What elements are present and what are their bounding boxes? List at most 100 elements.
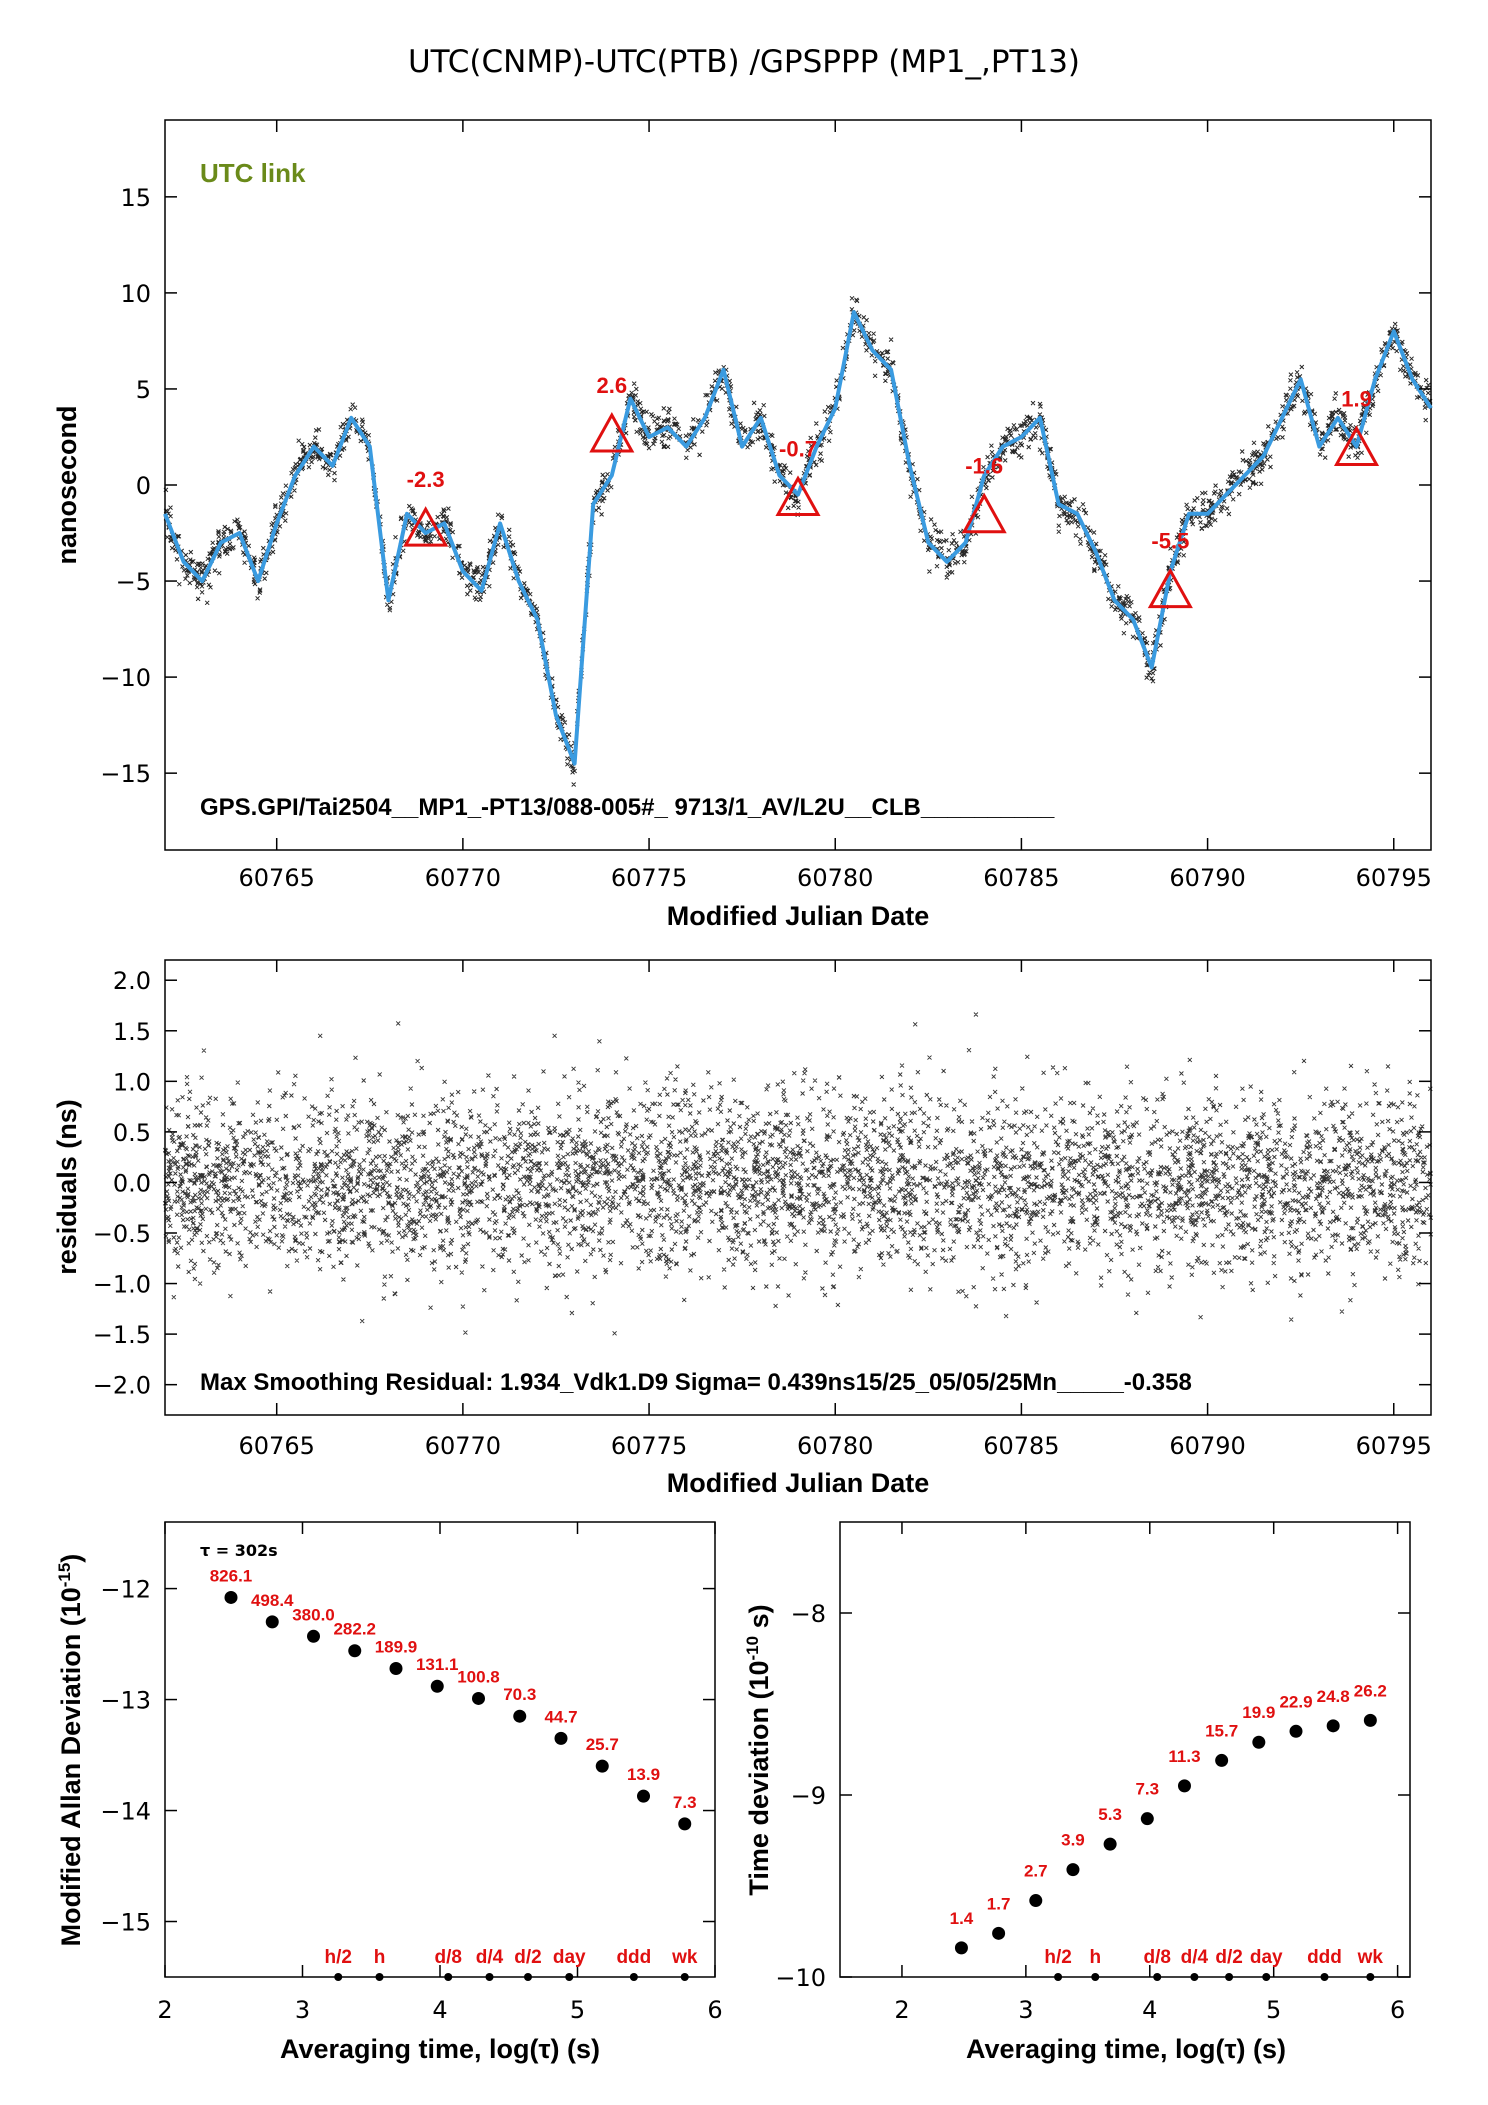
deviation-point-label: 15.7 (1205, 1721, 1238, 1740)
time-mark-label: ddd (1307, 1947, 1342, 1968)
time-mark-label: d/8 (1143, 1947, 1170, 1968)
allan-ylabel-main: Modified Allan Deviation (10 (56, 1587, 86, 1946)
marker-label: -1.6 (965, 454, 1003, 479)
time-mark-dot (1091, 1973, 1100, 1981)
tdev-frame (839, 1521, 1411, 1978)
y-tick-label: 5 (136, 376, 151, 404)
deviation-point-label: 380.0 (292, 1605, 335, 1624)
x-tick-label: 3 (1018, 1996, 1033, 2024)
marker-triangle (403, 506, 449, 547)
residuals-ticks: 60765 60770 60775 60780 60785 60790 60795 −2.0 −… (93, 960, 1432, 1460)
x-tick-label: 60775 (611, 1432, 687, 1460)
x-tick-label: 60790 (1169, 1432, 1245, 1460)
deviation-point-label: 131.1 (416, 1655, 459, 1674)
deviation-point (554, 1731, 568, 1745)
deviation-point-label: 26.2 (1354, 1681, 1387, 1700)
time-mark-label: h/2 (1044, 1947, 1071, 1968)
time-deviation-panel: 2 3 4 5 6 −10 −9 −8 1.4 1.7 2.7 3.9 5.3 7.3 11.3 15.71… (743, 1521, 1411, 2064)
marker-triangle (589, 411, 635, 453)
deviation-point (1103, 1837, 1117, 1851)
time-series-fit-curve (163, 310, 1433, 766)
time-mark-dot (375, 1973, 384, 1981)
tdev-ylabel: Time deviation (10-10 s) (743, 1604, 774, 1895)
deviation-point-label: 7.3 (1135, 1780, 1159, 1799)
tdev-points: 1.4 1.7 2.7 3.9 5.3 7.3 11.3 15.719.922.9 24.8 26… (950, 1681, 1387, 1981)
x-tick-label: 2 (894, 1996, 909, 2024)
allan-frame (164, 1521, 716, 1978)
deviation-point (1177, 1779, 1191, 1793)
allan-ylabel-end: ) (56, 1554, 86, 1563)
y-tick-label: −14 (100, 1798, 151, 1826)
marker-label: -0.7 (779, 436, 817, 461)
deviation-point-label: 5.3 (1098, 1805, 1122, 1824)
allan-deviation-panel: 2 3 4 5 6 −15 −14 −13 −12 826.1 498.4380.0282.218… (55, 1521, 723, 2064)
deviation-point-label: 282.2 (333, 1620, 376, 1639)
deviation-point-label: 22.9 (1279, 1692, 1312, 1711)
x-tick-label: 5 (570, 1996, 585, 2024)
deviation-point (1289, 1724, 1303, 1738)
deviation-point-label: 3.9 (1061, 1831, 1085, 1850)
x-tick-label: 4 (1142, 1996, 1157, 2024)
marker-label: 2.6 (597, 373, 628, 398)
deviation-point-label: 11.3 (1168, 1747, 1200, 1766)
y-tick-label: 10 (120, 280, 151, 308)
time-mark-label: day (553, 1947, 586, 1968)
deviation-point (1326, 1719, 1340, 1733)
time-mark-label: ddd (616, 1947, 651, 1968)
deviation-point (992, 1926, 1006, 1940)
y-tick-label: 1.0 (113, 1068, 151, 1096)
time-mark-label: wk (671, 1947, 698, 1968)
time-mark-dot (680, 1973, 689, 1981)
time-mark-label: h (374, 1947, 386, 1968)
time-series-point-cloud (163, 295, 1433, 787)
deviation-point-label: 13.9 (627, 1765, 660, 1784)
x-tick-label: 60775 (611, 864, 687, 892)
time-mark-dot (1262, 1973, 1271, 1981)
x-tick-label: 60785 (983, 1432, 1059, 1460)
deviation-point (472, 1691, 485, 1705)
y-tick-label: −10 (100, 664, 151, 692)
time-mark-label: d/4 (476, 1947, 504, 1968)
tau-note: τ = 302s (200, 1541, 278, 1560)
deviation-point (1066, 1863, 1080, 1877)
deviation-point (678, 1817, 692, 1831)
time-mark-label: h/2 (325, 1947, 352, 1968)
tdev-ylabel-end: s) (744, 1604, 774, 1636)
deviation-point (513, 1709, 527, 1723)
deviation-point (430, 1679, 444, 1693)
deviation-point-label: 7.3 (673, 1793, 697, 1812)
y-tick-label: −8 (791, 1600, 826, 1628)
deviation-point-label: 189.9 (375, 1637, 418, 1656)
marker-triangle (1147, 567, 1193, 609)
x-tick-label: 60795 (1356, 1432, 1432, 1460)
y-tick-label: −12 (100, 1576, 151, 1604)
deviation-point-label: 1.4 (950, 1909, 974, 1928)
x-tick-label: 2 (157, 1996, 172, 2024)
y-tick-label: −9 (791, 1782, 826, 1810)
deviation-point (1029, 1894, 1043, 1908)
residuals-xlabel: Modified Julian Date (667, 1468, 930, 1498)
time-mark-label: d/2 (514, 1947, 541, 1968)
allan-ylabel-exp: -15 (55, 1563, 74, 1588)
marker-label: -2.3 (407, 467, 445, 492)
time-mark-label: d/4 (1181, 1947, 1209, 1968)
y-tick-label: 1.5 (113, 1018, 151, 1046)
y-tick-label: −1.0 (93, 1271, 151, 1299)
time-series-xlabel: Modified Julian Date (667, 901, 930, 931)
marker-triangle (961, 492, 1007, 534)
marker-label: -5.5 (1151, 529, 1189, 554)
x-tick-label: 60770 (425, 864, 501, 892)
x-tick-label: 60765 (239, 864, 315, 892)
deviation-point (348, 1644, 362, 1658)
deviation-point (1252, 1735, 1266, 1749)
y-tick-label: −2.0 (93, 1372, 151, 1400)
time-series-ticks: 60765 60770 60775 60780 60785 60790 60795 −15 −1… (100, 120, 1432, 892)
time-series-markers: -2.3 2.6 -0.7 -1.6 -5.5 1.9 (403, 373, 1380, 609)
deviation-point (637, 1789, 650, 1803)
time-mark-dot (334, 1973, 343, 1981)
time-mark-dot (524, 1973, 532, 1981)
residuals-footer: Max Smoothing Residual: 1.934_Vdk1.D9 Si… (200, 1369, 1192, 1396)
time-mark-dot (1054, 1973, 1063, 1981)
page-title: UTC(CNMP)-UTC(PTB) /GPSPPP (MP1_,PT13) (407, 44, 1081, 80)
